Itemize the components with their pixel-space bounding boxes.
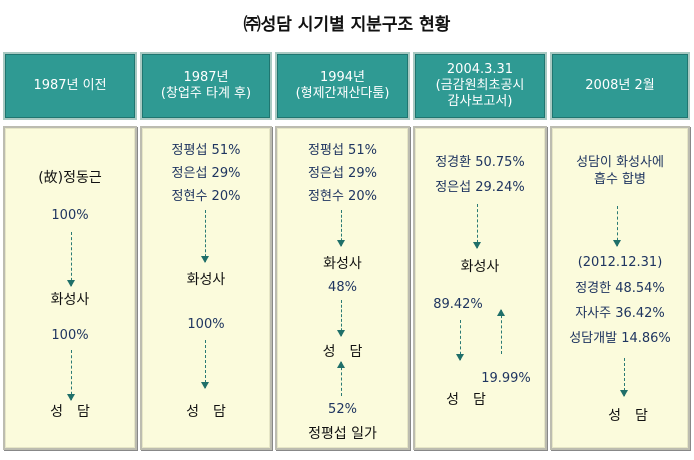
holder: 정평섭 51% xyxy=(171,143,241,158)
holder: 정현수 20% xyxy=(308,189,377,204)
company: 성 담 xyxy=(186,404,226,420)
company: 화성사 xyxy=(186,272,226,288)
column-2008: 성담이 화성사에 흡수 합병 (2012.12.31) 정경한 48.54% 자… xyxy=(550,126,690,450)
pct-up: 19.99% xyxy=(481,371,531,386)
holder: 정평섭 51% xyxy=(308,143,377,158)
header-2004: 2004.3.31 (금감원최초공시 감사보고서) xyxy=(413,52,547,120)
pct: 100% xyxy=(51,328,89,343)
family: 정평섭 일가 xyxy=(308,426,377,442)
column-pre-1987: (故)정동근 100% 화성사 100% 성 담 xyxy=(3,126,137,450)
holder: 정은섭 29% xyxy=(171,166,241,181)
holder: 성담개발 14.86% xyxy=(569,331,671,346)
column-1994: 정평섭 51% 정은섭 29% 정현수 20% 화성사 48% 성 담 52% … xyxy=(275,126,410,450)
holder: 자사주 36.42% xyxy=(575,306,665,321)
arrow-up-icon xyxy=(337,361,345,396)
pct: 100% xyxy=(51,208,89,223)
header-1994: 1994년 (형제간재산다툼) xyxy=(275,52,410,120)
pct: 100% xyxy=(187,317,225,332)
header-label: 1987년 이전 xyxy=(33,78,107,93)
arrow-down-icon xyxy=(456,320,464,361)
company: 화성사 xyxy=(323,256,362,272)
date: (2012.12.31) xyxy=(577,255,663,270)
holder: 정경환 50.75% xyxy=(435,155,525,170)
header-pre-1987: 1987년 이전 xyxy=(3,52,137,120)
owner: (故)정동근 xyxy=(38,170,102,186)
page-title: ㈜성담 시기별 지분구조 현황 xyxy=(243,15,451,35)
holder: 정은섭 29% xyxy=(308,166,377,181)
company: 성 담 xyxy=(446,392,486,408)
company: 성 담 xyxy=(322,344,363,360)
arrow-down-icon xyxy=(620,358,628,397)
arrow-down-icon xyxy=(67,232,75,287)
arrow-down-icon xyxy=(337,300,345,337)
header-2008: 2008년 2월 xyxy=(550,52,690,120)
company: 화성사 xyxy=(50,292,90,308)
company: 화성사 xyxy=(460,259,500,275)
header-label: 2008년 2월 xyxy=(585,78,655,93)
column-1987: 정평섭 51% 정은섭 29% 정현수 20% 화성사 100% 성 담 xyxy=(140,126,272,450)
pct-down: 89.42% xyxy=(433,297,483,312)
header-label: 1994년 (형제간재산다툼) xyxy=(295,70,390,101)
pct: 48% xyxy=(328,280,357,295)
holder: 정경한 48.54% xyxy=(575,281,665,296)
note: 성담이 화성사에 xyxy=(576,155,664,170)
header-1987: 1987년 (창업주 타계 후) xyxy=(140,52,272,120)
pct: 52% xyxy=(328,402,357,417)
arrow-down-icon xyxy=(613,206,621,247)
column-2004: 정경환 50.75% 정은섭 29.24% 화성사 89.42% 19.99% … xyxy=(413,126,547,450)
arrow-up-icon xyxy=(497,309,505,354)
header-label: 1987년 (창업주 타계 후) xyxy=(160,70,252,101)
note: 흡수 합병 xyxy=(594,172,646,187)
arrow-down-icon xyxy=(201,340,209,389)
holder: 정은섭 29.24% xyxy=(435,180,525,195)
arrow-down-icon xyxy=(337,210,345,247)
company: 성 담 xyxy=(608,408,648,424)
arrow-down-icon xyxy=(67,350,75,401)
company: 성 담 xyxy=(50,404,90,420)
holder: 정현수 20% xyxy=(171,189,241,204)
arrow-down-icon xyxy=(473,204,481,249)
arrow-down-icon xyxy=(201,210,209,263)
header-label: 2004.3.31 (금감원최초공시 감사보고서) xyxy=(435,62,525,109)
